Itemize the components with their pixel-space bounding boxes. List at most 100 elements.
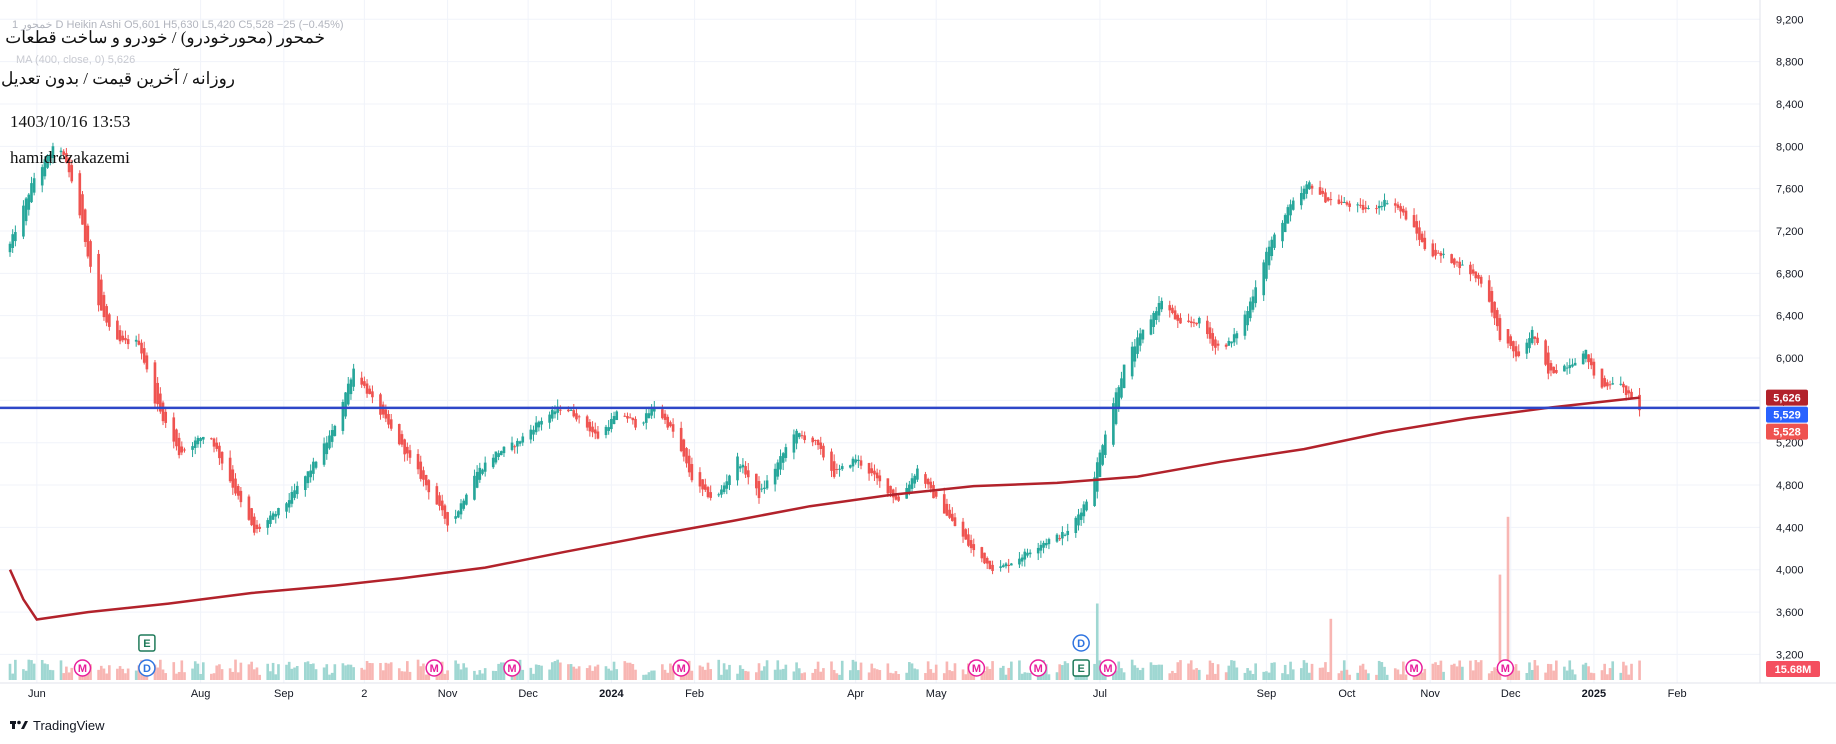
- volume-bar: [1517, 670, 1521, 680]
- candle-body: [1536, 337, 1539, 344]
- candle-body: [384, 409, 388, 419]
- volume-bar: [894, 671, 898, 680]
- event-marker-bg: [425, 659, 443, 677]
- volume-bar: [1401, 661, 1405, 680]
- candle-body: [709, 492, 713, 498]
- event-marker-label: M: [1409, 663, 1418, 675]
- candle-body: [1001, 565, 1005, 568]
- volume-bar: [70, 667, 74, 680]
- candle-body: [1321, 190, 1325, 194]
- candle-body: [11, 234, 15, 248]
- candle-body: [983, 552, 986, 564]
- candle-body: [663, 413, 667, 420]
- candle-body: [800, 435, 804, 437]
- candle-body: [293, 490, 296, 498]
- volume-bar: [988, 668, 992, 680]
- volume-bar: [1281, 673, 1284, 680]
- volume-bar: [913, 668, 917, 680]
- candle-body: [191, 446, 194, 450]
- volume-bar: [1197, 669, 1201, 680]
- candle-body: [1512, 341, 1515, 352]
- time-tick-label: May: [926, 688, 947, 700]
- volume-bar: [183, 672, 186, 680]
- ma-legend[interactable]: MA (400, close, 0) 5,626: [16, 54, 135, 66]
- candle-body: [854, 459, 857, 463]
- tradingview-logo[interactable]: TradingView: [10, 718, 105, 733]
- volume-bar: [266, 663, 270, 680]
- event-marker-m: M: [73, 659, 92, 677]
- candle-body: [819, 442, 823, 450]
- volume-bar: [1058, 664, 1062, 680]
- volume-bar: [905, 672, 908, 680]
- volume-bar: [1563, 666, 1566, 680]
- candle-body: [438, 495, 441, 506]
- candle-body: [1571, 364, 1574, 367]
- candle-body: [1176, 314, 1180, 321]
- volume-bar: [897, 674, 900, 680]
- volume-bar: [1063, 661, 1067, 680]
- volume-bar: [274, 674, 278, 680]
- candle-body: [295, 485, 299, 495]
- symbol-legend[interactable]: 1 خمحور D Heikin Ashi O5,601 H5,630 L5,4…: [12, 19, 344, 31]
- volume-bar: [934, 664, 938, 680]
- candle-body: [1487, 280, 1491, 302]
- price-tick-label: 8,400: [1776, 99, 1804, 111]
- volume-bar: [1337, 673, 1341, 680]
- candle-body: [1506, 329, 1510, 344]
- volume-bar: [1001, 665, 1005, 680]
- volume-bar: [537, 664, 541, 680]
- volume-bar: [1638, 660, 1641, 680]
- event-marker-label: M: [507, 663, 516, 675]
- volume-bar: [760, 670, 764, 680]
- candle-body: [22, 205, 25, 237]
- candle-body: [1122, 364, 1126, 389]
- volume-bar: [1453, 663, 1456, 680]
- candle-body: [1026, 552, 1029, 556]
- price-tick-label: 8,800: [1776, 57, 1804, 69]
- volume-bar: [1442, 671, 1445, 680]
- candle-body: [964, 529, 968, 540]
- volume-bar: [819, 671, 823, 680]
- volume-bar: [540, 665, 543, 680]
- candle-body: [760, 488, 764, 490]
- candle-body: [478, 467, 482, 480]
- candle-body: [86, 225, 90, 257]
- candle-body: [1061, 532, 1064, 539]
- volume-bar: [1439, 660, 1443, 680]
- candle-body: [1364, 207, 1368, 209]
- volume-bar: [330, 672, 334, 680]
- volume-bar: [1533, 660, 1537, 680]
- candle-body: [212, 438, 216, 447]
- volume-bar: [105, 673, 108, 680]
- candle-body: [1495, 310, 1499, 327]
- volume-bar: [867, 672, 871, 680]
- event-marker-bg: [138, 659, 156, 677]
- candle-body: [371, 391, 374, 398]
- time-axis[interactable]: Jun Aug Sep 2 Nov Dec 2024 Feb Apr May Jul Sep Oct No…: [28, 688, 1687, 700]
- candle-body: [397, 424, 401, 445]
- volume-bar: [822, 668, 825, 680]
- candle-body: [1160, 300, 1164, 310]
- volume-bar: [341, 663, 345, 680]
- price-axis[interactable]: 3,2003,6004,0004,4004,8005,2005,6006,000…: [1776, 14, 1804, 661]
- candle-body: [381, 404, 385, 415]
- candle-body: [1342, 202, 1346, 204]
- volume-bar: [795, 662, 798, 680]
- candle-body: [126, 339, 130, 345]
- candle-body: [1337, 199, 1341, 204]
- volume-bar: [1211, 662, 1215, 680]
- volume-bar: [878, 670, 882, 680]
- volume-bar: [1130, 659, 1134, 680]
- candle-body: [1044, 543, 1048, 546]
- candle-body: [1262, 262, 1266, 296]
- volume-bar: [1007, 667, 1010, 680]
- price-tick-label: 7,200: [1776, 226, 1804, 238]
- candle-body: [797, 433, 801, 438]
- candle-body: [247, 496, 251, 520]
- candle-body: [51, 146, 55, 159]
- volume-bar: [848, 670, 852, 680]
- volume-bar: [271, 662, 275, 680]
- candle-body: [816, 439, 820, 446]
- candle-body: [145, 355, 149, 370]
